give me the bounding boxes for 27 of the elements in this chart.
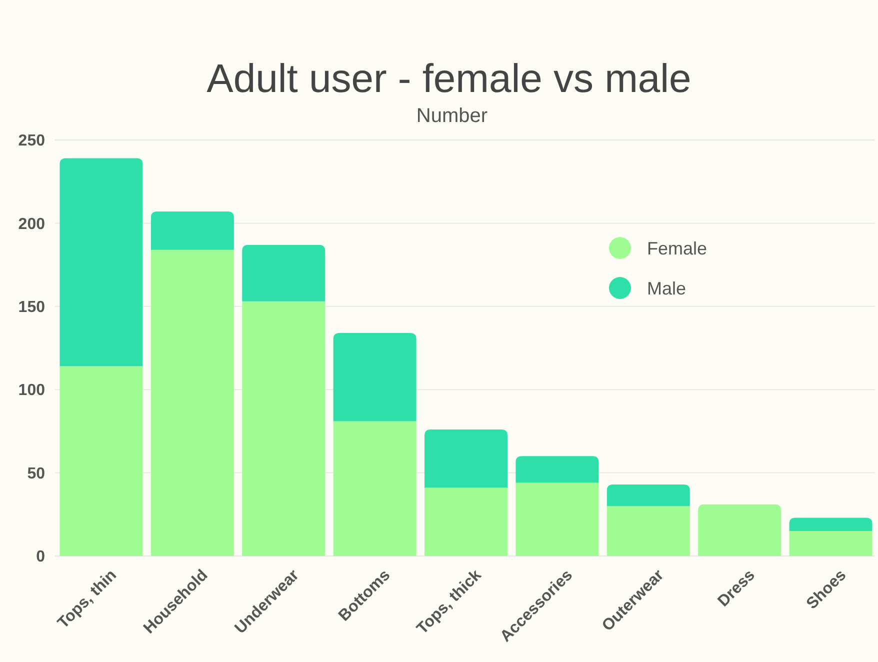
bar [516, 482, 599, 556]
bar [789, 518, 872, 532]
bar [516, 456, 599, 483]
bar [606, 484, 690, 506]
bar [424, 430, 508, 488]
y-tick-label: 50 [27, 465, 46, 482]
y-tick-label: 250 [18, 132, 46, 150]
bar [150, 212, 234, 250]
bar [242, 244, 326, 302]
bar [150, 250, 234, 556]
bar [606, 506, 690, 556]
bar [698, 504, 782, 556]
bar [424, 488, 508, 556]
legend-label: Female [647, 238, 708, 258]
legend-label: Male [647, 278, 686, 298]
chart-title: Adult user - female vs male [206, 57, 692, 101]
bar [789, 531, 872, 556]
chart-subtitle: Number [416, 105, 488, 127]
bar [60, 158, 143, 366]
bar [60, 366, 143, 556]
y-tick-label: 150 [18, 299, 46, 316]
bar [333, 421, 416, 556]
y-tick-label: 200 [18, 216, 46, 233]
y-tick-label: 100 [18, 382, 46, 400]
y-tick-label: 0 [36, 548, 46, 566]
bar [242, 301, 326, 556]
bar [333, 333, 416, 422]
